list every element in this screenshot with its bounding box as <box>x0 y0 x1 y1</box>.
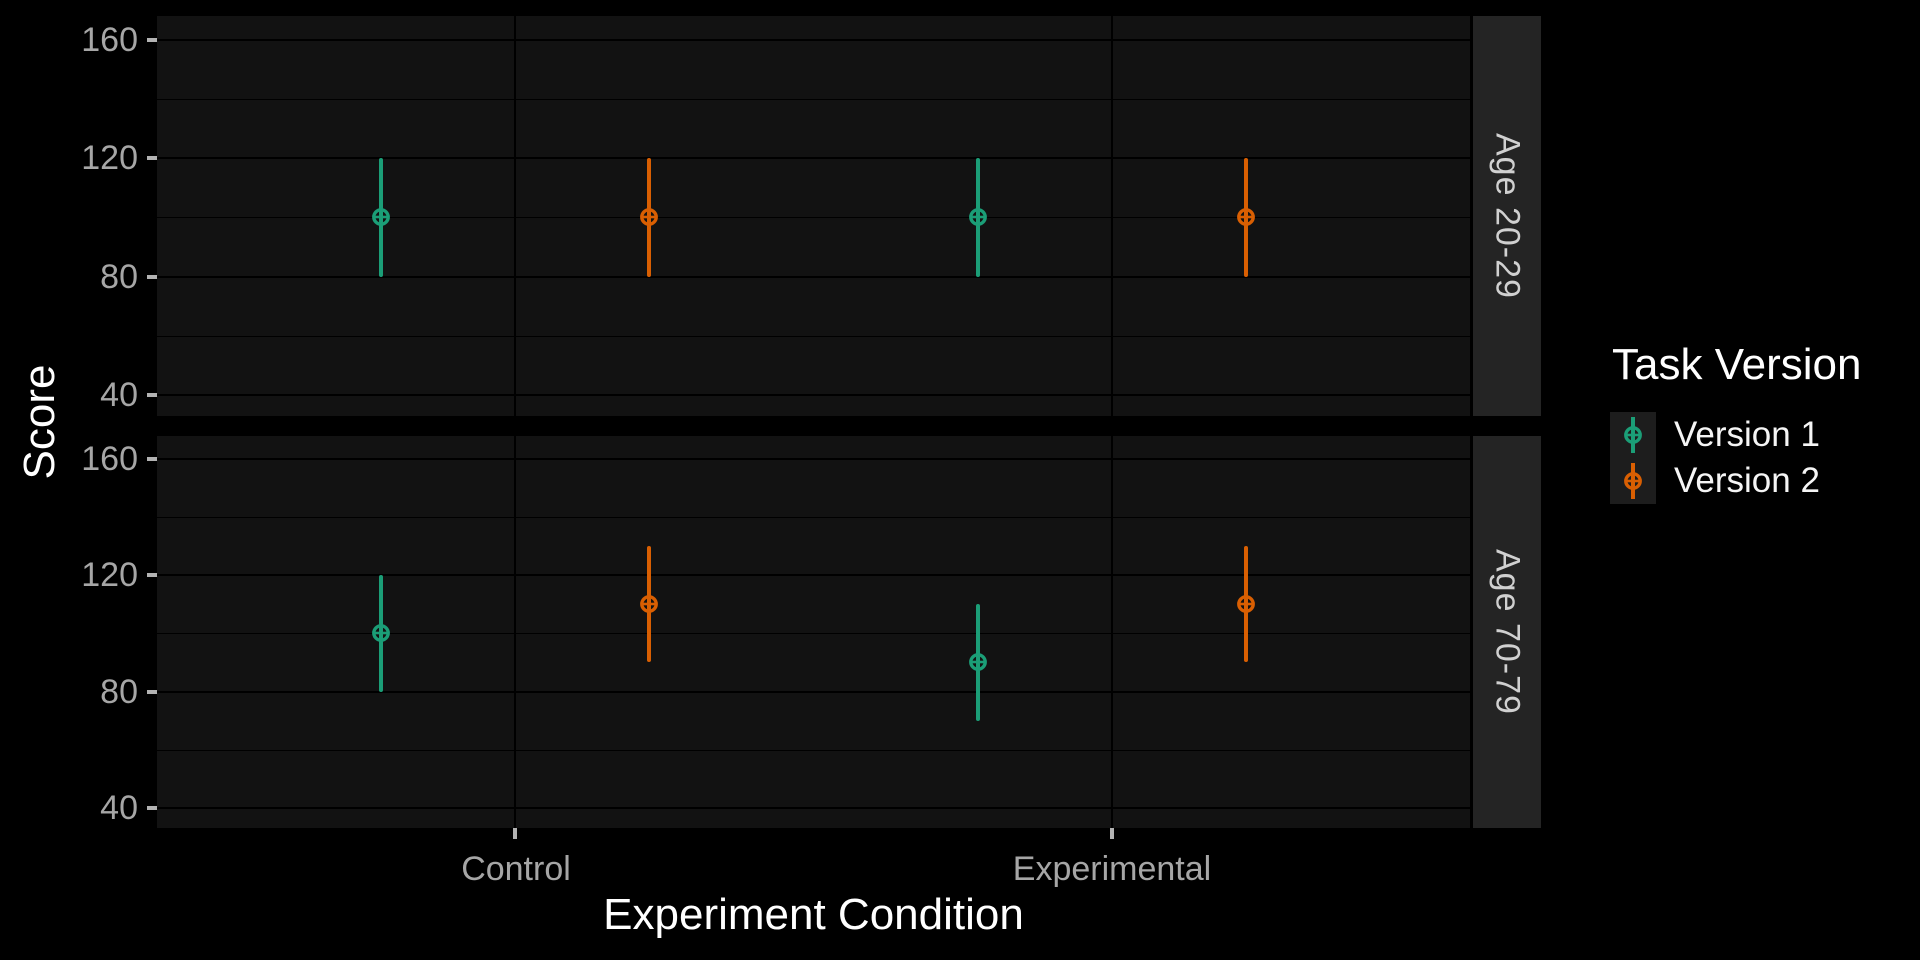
point-control-version-2 <box>638 593 660 615</box>
y-axis-tick-mark <box>147 689 157 694</box>
major-gridline <box>157 690 1470 693</box>
major-gridline <box>157 574 1470 577</box>
major-gridline <box>157 157 1470 160</box>
minor-gridline <box>157 633 1470 635</box>
major-gridline <box>157 394 1470 397</box>
minor-gridline <box>157 517 1470 519</box>
y-axis-tick-mark <box>147 805 157 810</box>
point-experimental-version-2 <box>1235 593 1257 615</box>
y-axis-tick-label: 40 <box>100 376 138 415</box>
facet-strip-age-20-29: Age 20-29 <box>1473 16 1541 416</box>
point-control-version-1 <box>370 206 392 228</box>
x-tick-label-experimental: Experimental <box>1012 850 1212 888</box>
minor-gridline <box>157 98 1470 100</box>
y-axis-tick-mark <box>147 274 157 279</box>
x-axis-title: Experiment Condition <box>603 890 1024 939</box>
point-experimental-version-1 <box>967 206 989 228</box>
major-gridline <box>157 806 1470 809</box>
vertical-gridline <box>514 436 517 828</box>
x-tick-label-control: Control <box>461 850 571 888</box>
circle-plus-marker-icon <box>968 653 987 672</box>
circle-plus-marker-icon <box>640 595 659 614</box>
y-axis-tick-label: 80 <box>100 257 138 296</box>
legend-marker <box>1622 424 1644 446</box>
circle-plus-marker-icon <box>371 208 390 227</box>
y-axis-tick-label: 120 <box>81 139 138 178</box>
legend-marker <box>1622 470 1644 492</box>
circle-plus-marker-icon <box>968 208 987 227</box>
circle-plus-marker-icon <box>640 208 659 227</box>
y-axis-tick-mark <box>147 573 157 578</box>
facet-panel-age-70-79 <box>157 436 1470 828</box>
y-axis-tick-label: 160 <box>81 20 138 59</box>
pointrange-glyph-icon <box>1610 412 1656 458</box>
circle-plus-marker-icon <box>371 624 390 643</box>
legend-item-version-1: Version 1 <box>1610 412 1861 458</box>
y-axis-tick-mark <box>147 156 157 161</box>
y-axis-tick-mark <box>147 37 157 42</box>
circle-plus-marker-icon <box>1237 595 1256 614</box>
point-experimental-version-2 <box>1235 206 1257 228</box>
major-gridline <box>157 275 1470 278</box>
major-gridline <box>157 38 1470 41</box>
legend-item-version-2: Version 2 <box>1610 458 1861 504</box>
circle-plus-marker-icon <box>1624 426 1642 444</box>
minor-gridline <box>157 336 1470 337</box>
facet-strip-label: Age 20-29 <box>1488 133 1527 299</box>
legend-title: Task Version <box>1612 340 1862 389</box>
x-axis-tick-mark <box>513 828 518 839</box>
legend-item-label: Version 2 <box>1674 461 1820 500</box>
circle-plus-marker-icon <box>1624 472 1642 490</box>
y-axis-tick-mark <box>147 457 157 462</box>
legend: Task Version Version 1 Version 2 <box>1610 340 1861 504</box>
minor-gridline <box>157 217 1470 219</box>
x-axis-tick-mark <box>1109 828 1114 839</box>
vertical-gridline <box>1110 16 1113 416</box>
legend-item-label: Version 1 <box>1674 415 1820 454</box>
y-axis-tick-label: 160 <box>81 440 138 479</box>
y-axis-tick-label: 120 <box>81 556 138 595</box>
point-control-version-1 <box>370 622 392 644</box>
facet-strip-label: Age 70-79 <box>1488 549 1527 715</box>
minor-gridline <box>157 749 1470 751</box>
circle-plus-marker-icon <box>1237 208 1256 227</box>
facet-strip-age-70-79: Age 70-79 <box>1473 436 1541 828</box>
point-control-version-2 <box>638 206 660 228</box>
y-axis-tick-label: 80 <box>100 672 138 711</box>
point-experimental-version-1 <box>967 651 989 673</box>
y-axis-tick-mark <box>147 393 157 398</box>
vertical-gridline <box>1110 436 1113 828</box>
major-gridline <box>157 458 1470 461</box>
pointrange-glyph-icon <box>1610 458 1656 504</box>
vertical-gridline <box>514 16 517 416</box>
facet-panel-age-20-29 <box>157 16 1470 416</box>
y-axis-tick-label: 40 <box>100 788 138 827</box>
